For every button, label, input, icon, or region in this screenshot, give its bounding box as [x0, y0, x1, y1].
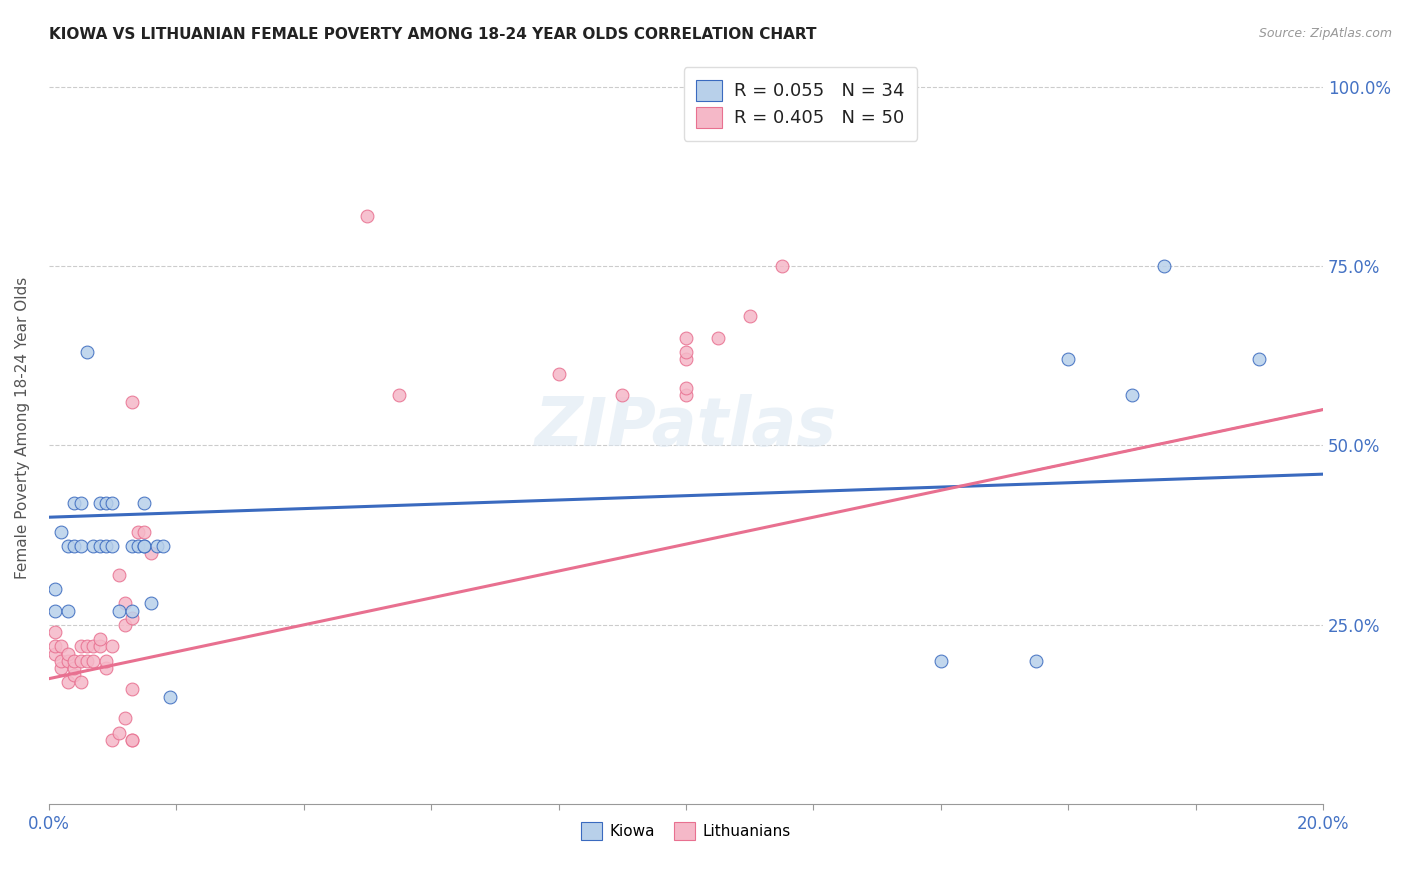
- Point: [56, 603, 79, 617]
- Point: [69, 539, 91, 553]
- Point: [76, 654, 98, 668]
- Point: [127, 539, 149, 553]
- Point: [121, 732, 143, 747]
- Legend: Kiowa, Lithuanians: Kiowa, Lithuanians: [575, 816, 797, 846]
- Point: [89, 632, 111, 647]
- Point: [675, 388, 697, 402]
- Point: [121, 603, 143, 617]
- Point: [139, 596, 162, 610]
- Point: [1153, 259, 1175, 273]
- Point: [82, 640, 104, 654]
- Point: [1121, 388, 1143, 402]
- Point: [1025, 654, 1047, 668]
- Point: [356, 209, 378, 223]
- Point: [44, 582, 66, 596]
- Point: [121, 539, 143, 553]
- Point: [121, 732, 143, 747]
- Point: [152, 539, 174, 553]
- Point: [121, 395, 143, 409]
- Point: [101, 640, 124, 654]
- Text: ZIPatlas: ZIPatlas: [534, 394, 837, 460]
- Point: [929, 654, 952, 668]
- Point: [56, 647, 79, 661]
- Point: [44, 640, 66, 654]
- Point: [89, 539, 111, 553]
- Point: [114, 618, 136, 632]
- Point: [114, 711, 136, 725]
- Point: [82, 654, 104, 668]
- Point: [44, 647, 66, 661]
- Point: [51, 654, 73, 668]
- Point: [127, 524, 149, 539]
- Point: [770, 259, 793, 273]
- Point: [56, 654, 79, 668]
- Point: [69, 654, 91, 668]
- Point: [44, 603, 66, 617]
- Point: [63, 668, 86, 682]
- Point: [56, 539, 79, 553]
- Point: [101, 496, 124, 510]
- Point: [134, 539, 156, 553]
- Point: [159, 690, 181, 704]
- Point: [51, 661, 73, 675]
- Point: [134, 496, 156, 510]
- Point: [121, 682, 143, 697]
- Point: [51, 640, 73, 654]
- Point: [146, 539, 169, 553]
- Point: [89, 496, 111, 510]
- Point: [69, 675, 91, 690]
- Point: [388, 388, 411, 402]
- Point: [108, 567, 131, 582]
- Point: [94, 654, 117, 668]
- Point: [82, 539, 104, 553]
- Point: [94, 539, 117, 553]
- Point: [675, 352, 697, 367]
- Point: [675, 331, 697, 345]
- Point: [56, 675, 79, 690]
- Point: [51, 524, 73, 539]
- Point: [44, 625, 66, 640]
- Point: [134, 524, 156, 539]
- Point: [707, 331, 730, 345]
- Point: [63, 661, 86, 675]
- Point: [675, 381, 697, 395]
- Point: [1249, 352, 1271, 367]
- Point: [101, 539, 124, 553]
- Point: [63, 539, 86, 553]
- Point: [114, 596, 136, 610]
- Point: [76, 345, 98, 359]
- Point: [1057, 352, 1080, 367]
- Point: [63, 496, 86, 510]
- Text: Source: ZipAtlas.com: Source: ZipAtlas.com: [1258, 27, 1392, 40]
- Point: [69, 496, 91, 510]
- Point: [134, 539, 156, 553]
- Point: [69, 640, 91, 654]
- Point: [101, 732, 124, 747]
- Text: KIOWA VS LITHUANIAN FEMALE POVERTY AMONG 18-24 YEAR OLDS CORRELATION CHART: KIOWA VS LITHUANIAN FEMALE POVERTY AMONG…: [49, 27, 817, 42]
- Point: [89, 640, 111, 654]
- Point: [108, 725, 131, 739]
- Point: [108, 603, 131, 617]
- Point: [738, 310, 761, 324]
- Y-axis label: Female Poverty Among 18-24 Year Olds: Female Poverty Among 18-24 Year Olds: [15, 277, 30, 579]
- Point: [121, 610, 143, 624]
- Point: [94, 496, 117, 510]
- Point: [612, 388, 634, 402]
- Point: [547, 367, 569, 381]
- Point: [94, 661, 117, 675]
- Point: [139, 546, 162, 560]
- Point: [63, 654, 86, 668]
- Point: [675, 345, 697, 359]
- Point: [76, 640, 98, 654]
